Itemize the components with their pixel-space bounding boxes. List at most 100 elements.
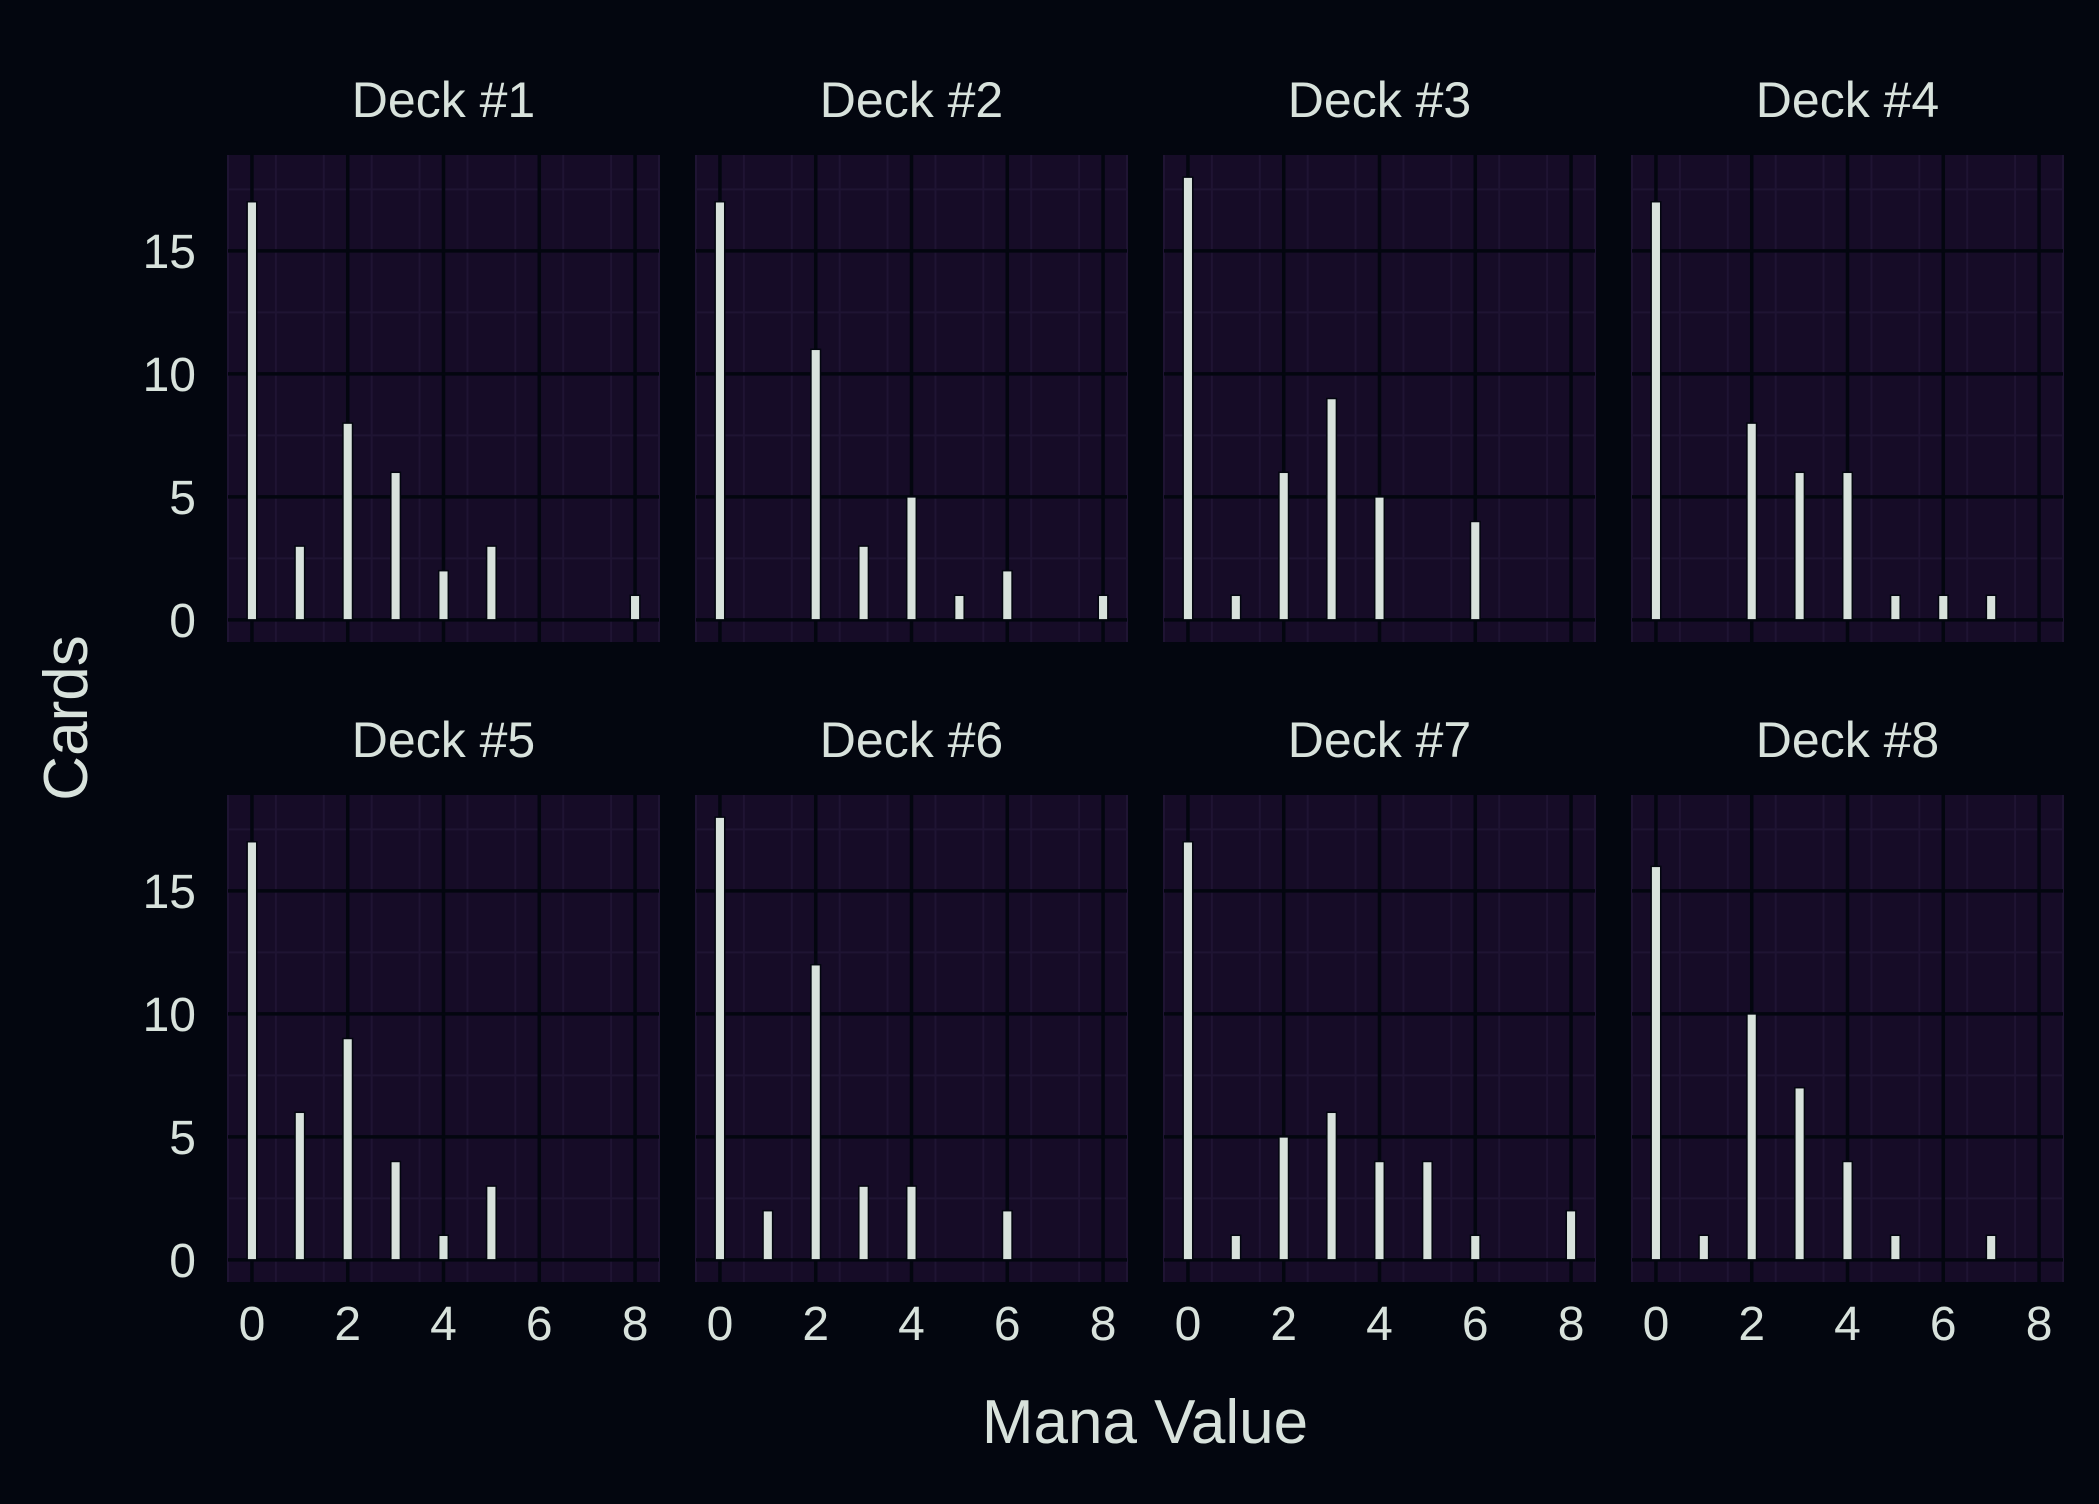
bar-deck5-mv2 xyxy=(342,1037,354,1261)
bar-deck7-mv8 xyxy=(1565,1209,1577,1261)
bar-deck6-mv6 xyxy=(1001,1209,1013,1261)
bar-deck3-mv6 xyxy=(1469,520,1481,621)
x-tick-label: 0 xyxy=(239,1298,266,1351)
facet-panel-2: Deck #2 xyxy=(695,72,1128,642)
bar-deck6-mv0 xyxy=(714,816,726,1261)
bar-deck8-mv2 xyxy=(1746,1013,1758,1261)
bar-deck5-mv0 xyxy=(246,840,258,1261)
bar-deck7-mv6 xyxy=(1469,1234,1481,1261)
bar-deck5-mv1 xyxy=(294,1111,306,1261)
x-axis-title: Mana Value xyxy=(982,1388,1308,1457)
facet-panel-7: Deck #7 0 2 4 6 8 xyxy=(1163,712,1596,1351)
bar-deck1-mv3 xyxy=(390,471,402,621)
x-tick-label: 4 xyxy=(430,1298,457,1351)
bar-deck7-mv0 xyxy=(1182,840,1194,1261)
x-tick-label: 6 xyxy=(1462,1298,1489,1351)
bar-deck2-mv0 xyxy=(714,200,726,621)
bar-deck2-mv5 xyxy=(953,594,965,621)
bar-deck2-mv8 xyxy=(1097,594,1109,621)
facet-panel-8: Deck #8 0 2 4 6 8 xyxy=(1631,712,2064,1351)
y-tick-label: 0 xyxy=(169,1235,196,1288)
bar-deck4-mv4 xyxy=(1841,471,1854,621)
bar-deck5-mv3 xyxy=(390,1160,402,1261)
bar-deck6-mv3 xyxy=(858,1185,870,1261)
bar-deck2-mv4 xyxy=(905,496,918,621)
bar-deck4-mv7 xyxy=(1985,594,1997,621)
x-tick-label: 0 xyxy=(707,1298,734,1351)
bar-deck1-mv8 xyxy=(629,594,641,621)
bar-deck8-mv1 xyxy=(1698,1234,1710,1261)
bar-deck3-mv2 xyxy=(1278,471,1290,621)
bar-deck1-mv5 xyxy=(485,545,497,621)
facet-title: Deck #1 xyxy=(352,72,535,128)
bar-deck3-mv4 xyxy=(1373,496,1386,621)
bar-deck8-mv5 xyxy=(1889,1234,1901,1261)
bar-deck8-mv7 xyxy=(1985,1234,1997,1261)
x-tick-label: 2 xyxy=(1270,1298,1297,1351)
x-tick-label: 8 xyxy=(2026,1298,2053,1351)
facet-panel-3: Deck #3 xyxy=(1163,72,1596,642)
bar-deck5-mv4 xyxy=(437,1234,450,1261)
facet-title: Deck #6 xyxy=(820,712,1003,768)
y-tick-label: 5 xyxy=(169,472,196,525)
bar-deck4-mv5 xyxy=(1889,594,1901,621)
facet-title: Deck #8 xyxy=(1756,712,1939,768)
x-tick-label: 6 xyxy=(994,1298,1021,1351)
x-tick-label: 8 xyxy=(1558,1298,1585,1351)
bar-deck8-mv4 xyxy=(1841,1160,1854,1261)
bar-deck7-mv3 xyxy=(1326,1111,1338,1261)
x-tick-label: 0 xyxy=(1643,1298,1670,1351)
facet-title: Deck #2 xyxy=(820,72,1003,128)
facet-title: Deck #5 xyxy=(352,712,535,768)
y-tick-label: 5 xyxy=(169,1112,196,1165)
bar-deck2-mv2 xyxy=(810,348,822,621)
bar-deck7-mv5 xyxy=(1421,1160,1433,1261)
facet-panel-5: Deck #5 0 5 10 15 0 2 4 6 8 xyxy=(143,712,660,1351)
bar-deck8-mv0 xyxy=(1650,865,1662,1261)
y-tick-label: 10 xyxy=(143,349,196,402)
bar-deck4-mv2 xyxy=(1746,422,1758,621)
facet-title: Deck #3 xyxy=(1288,72,1471,128)
bar-deck7-mv2 xyxy=(1278,1136,1290,1261)
x-tick-label: 0 xyxy=(1175,1298,1202,1351)
bar-deck2-mv3 xyxy=(858,545,870,621)
y-tick-label: 10 xyxy=(143,989,196,1042)
y-tick-label: 15 xyxy=(143,866,196,919)
x-tick-label: 2 xyxy=(334,1298,361,1351)
bar-deck1-mv0 xyxy=(246,200,258,621)
bar-deck8-mv3 xyxy=(1794,1086,1806,1261)
bar-deck1-mv2 xyxy=(342,422,354,621)
y-tick-label: 15 xyxy=(143,226,196,279)
bar-deck3-mv1 xyxy=(1230,594,1242,621)
bar-deck7-mv1 xyxy=(1230,1234,1242,1261)
x-tick-label: 4 xyxy=(1366,1298,1393,1351)
bar-deck4-mv6 xyxy=(1937,594,1949,621)
bar-deck6-mv4 xyxy=(905,1185,918,1261)
facet-panel-1: Deck #1 0 5 10 15 xyxy=(143,72,660,648)
bar-deck4-mv3 xyxy=(1794,471,1806,621)
x-tick-label: 8 xyxy=(1090,1298,1117,1351)
bar-deck2-mv6 xyxy=(1001,569,1013,621)
x-tick-label: 2 xyxy=(1738,1298,1765,1351)
bar-deck3-mv0 xyxy=(1182,176,1194,621)
bar-deck7-mv4 xyxy=(1373,1160,1386,1261)
bar-deck4-mv0 xyxy=(1650,200,1662,621)
x-tick-label: 4 xyxy=(1834,1298,1861,1351)
bar-deck5-mv5 xyxy=(485,1185,497,1261)
x-tick-label: 6 xyxy=(1930,1298,1957,1351)
x-tick-label: 4 xyxy=(898,1298,925,1351)
y-tick-label: 0 xyxy=(169,595,196,648)
bar-deck6-mv1 xyxy=(762,1209,774,1261)
x-tick-label: 8 xyxy=(622,1298,649,1351)
bar-deck1-mv1 xyxy=(294,545,306,621)
y-axis-title: Cards xyxy=(32,635,101,800)
facet-panel-6: Deck #6 0 2 4 6 8 xyxy=(695,712,1128,1351)
x-tick-label: 6 xyxy=(526,1298,553,1351)
facet-title: Deck #4 xyxy=(1756,72,1939,128)
facet-panel-4: Deck #4 xyxy=(1631,72,2064,642)
bar-deck3-mv3 xyxy=(1326,397,1338,621)
bar-deck6-mv2 xyxy=(810,963,822,1261)
bar-deck1-mv4 xyxy=(437,569,450,621)
